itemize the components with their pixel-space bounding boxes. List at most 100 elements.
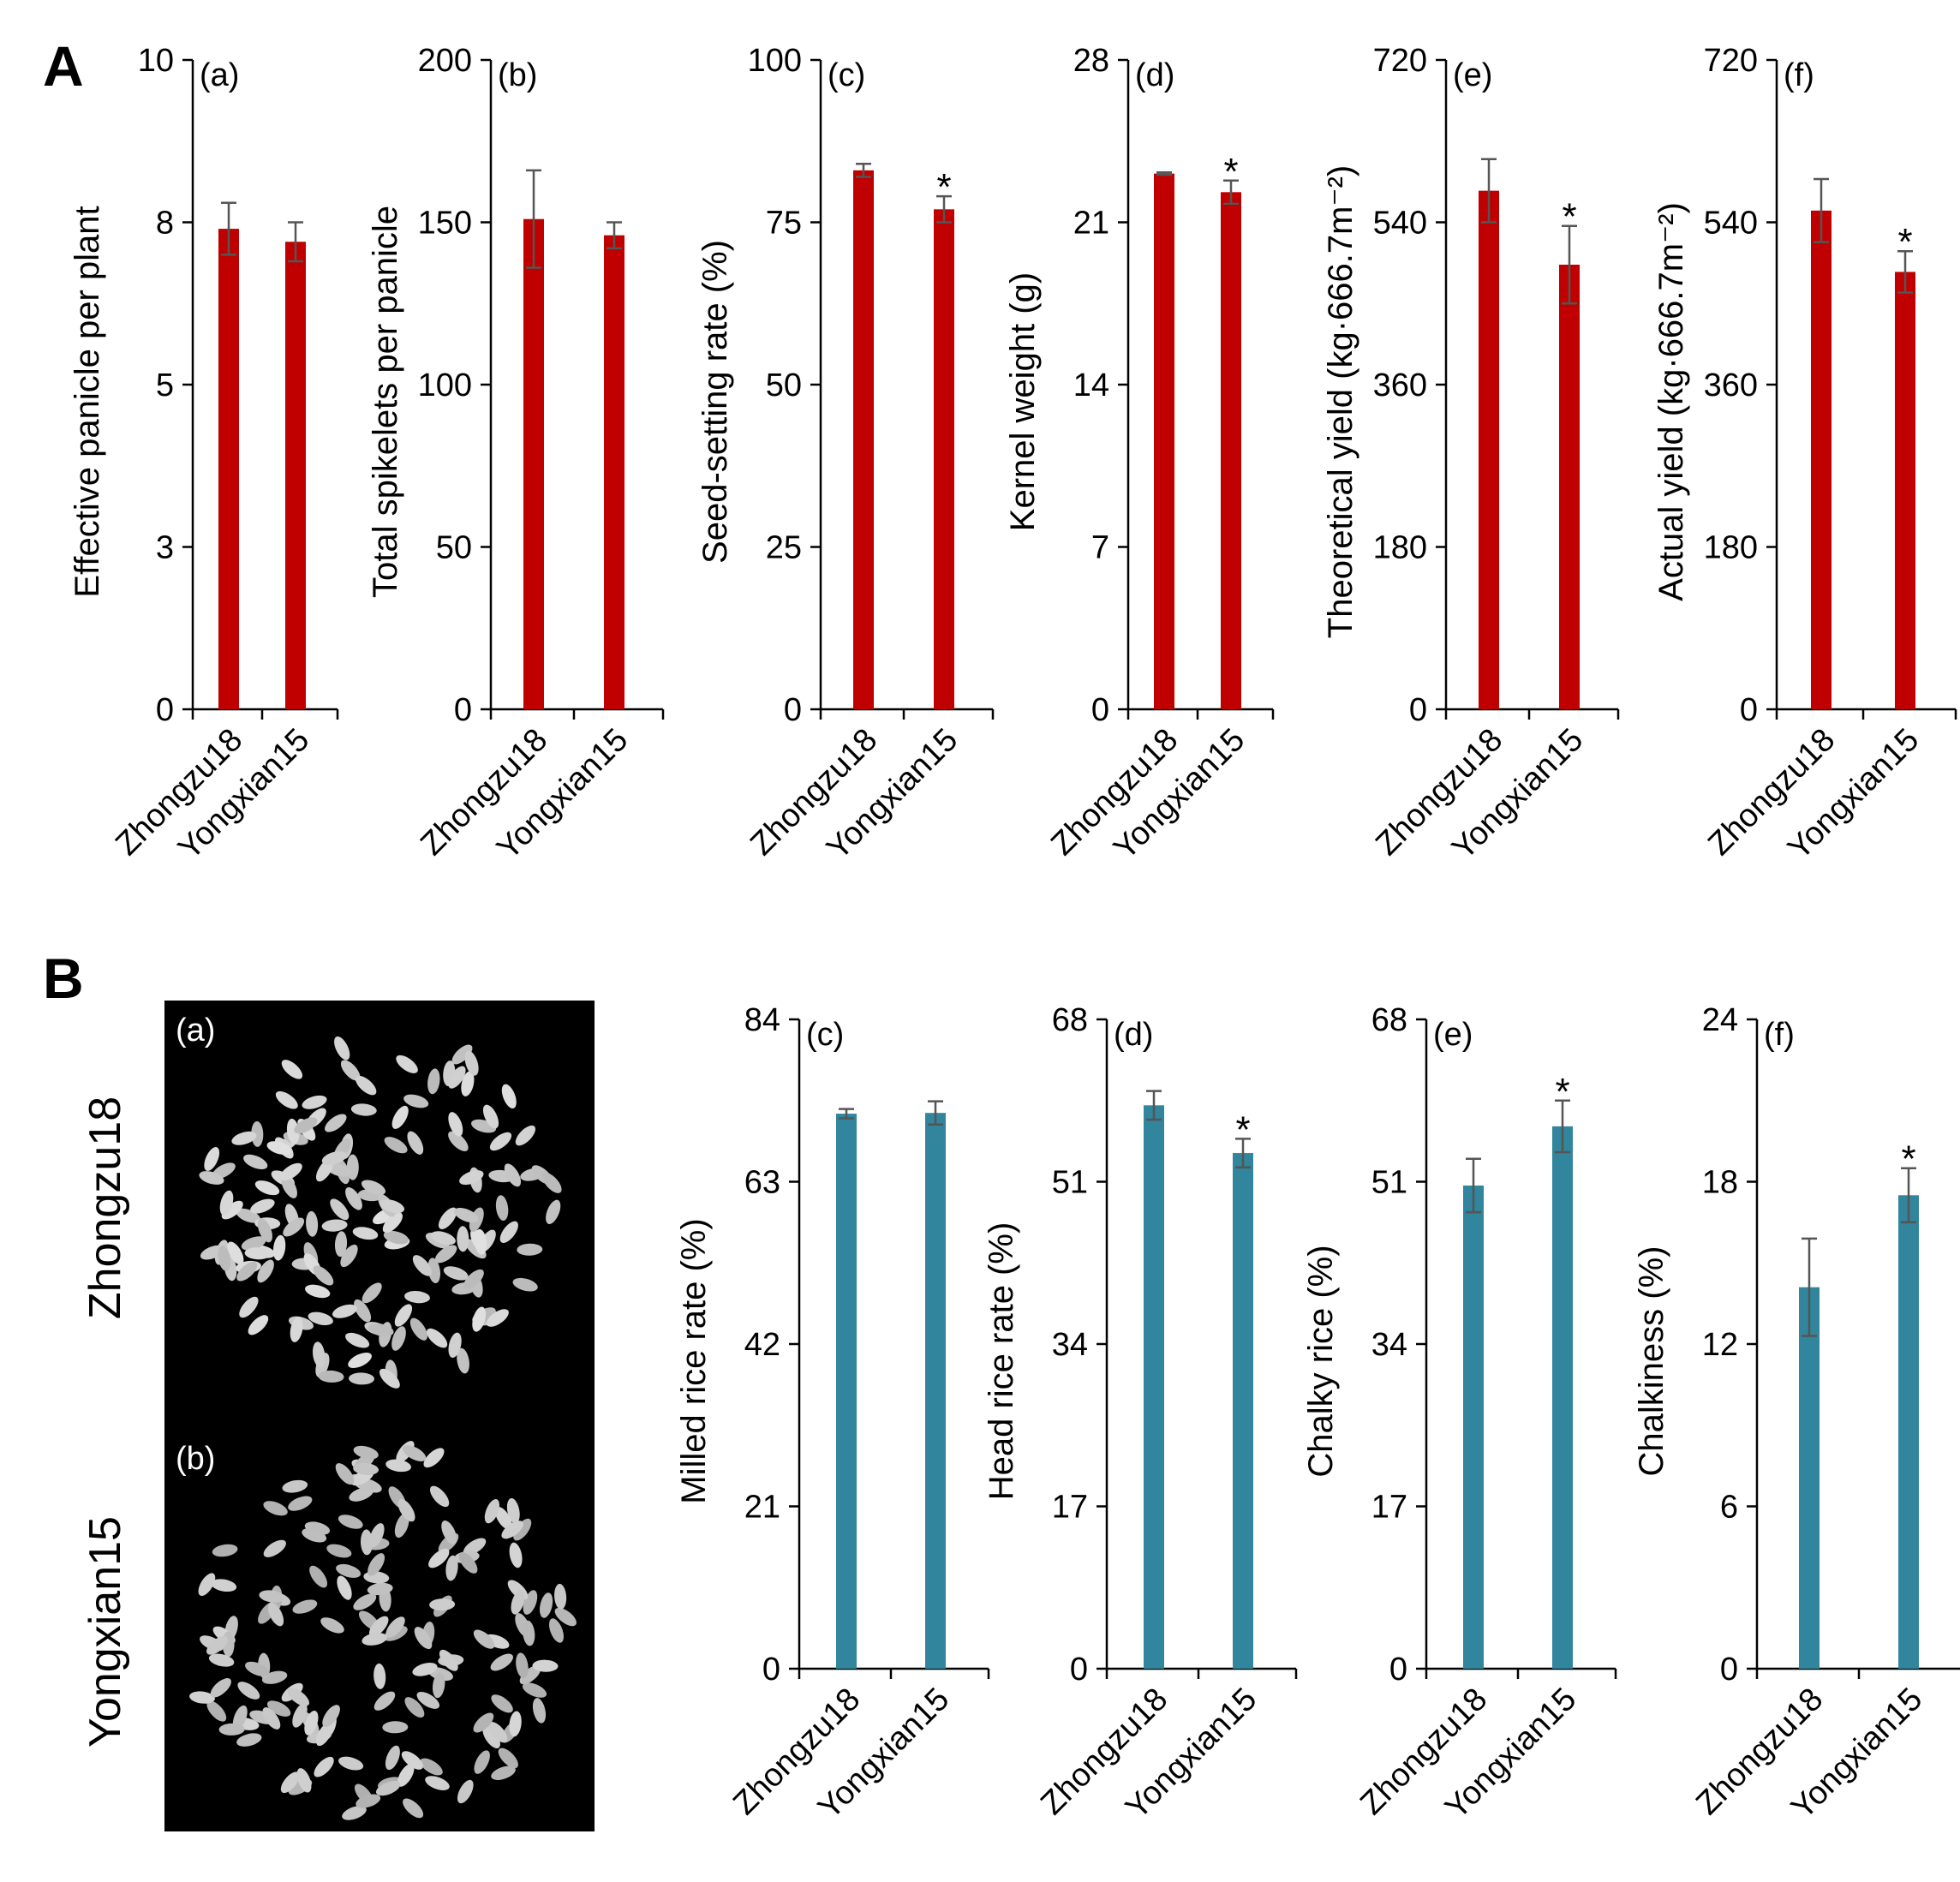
grain-cluster-zhongzu18 <box>199 1036 562 1389</box>
rice-grain <box>473 1629 495 1649</box>
rice-grain <box>427 1258 440 1284</box>
rice-grain <box>464 1050 479 1076</box>
rice-grain <box>504 1163 522 1187</box>
rice-grain <box>237 1682 260 1700</box>
rice-grain <box>439 1649 458 1671</box>
rice-grain <box>430 1231 456 1246</box>
rice-grain <box>340 1244 358 1268</box>
rice-grain <box>313 1341 326 1368</box>
rice-grain <box>280 1771 300 1794</box>
rice-grain <box>412 1255 432 1276</box>
rice-grain <box>248 1315 269 1335</box>
rice-grain <box>448 1066 466 1089</box>
rice-grain <box>409 1317 428 1341</box>
grain-cluster-yongxian15 <box>189 1441 577 1820</box>
y-tick-label: 14 <box>1073 367 1109 403</box>
rice-grain <box>251 1120 264 1147</box>
rice-grain <box>448 1332 462 1358</box>
y-tick-label: 68 <box>1371 1002 1407 1038</box>
bar-zhongzu18 <box>523 218 544 709</box>
rice-grain <box>454 1208 479 1223</box>
rice-grain <box>308 1311 333 1326</box>
y-axis-title: Actual yield (kg·666.7m⁻²) <box>1652 202 1690 601</box>
rice-grain <box>457 1226 469 1252</box>
rice-grain <box>283 1217 305 1237</box>
rice-grain <box>236 1261 258 1282</box>
y-tick-label: 42 <box>744 1327 780 1363</box>
rice-grain <box>254 1180 280 1196</box>
rice-grain <box>391 1105 409 1129</box>
rice-grain <box>474 1750 490 1774</box>
rice-grain <box>206 1635 228 1655</box>
bar-zhongzu18 <box>1799 1287 1820 1669</box>
chart-a-4: 0 180 360 540 720 (e) Theoretical yield (kg·66… <box>1322 43 1620 867</box>
rice-grain <box>360 1529 373 1556</box>
rice-grain <box>403 1094 429 1108</box>
rice-grain <box>362 1282 382 1304</box>
rice-grain <box>263 1501 288 1516</box>
rice-grain <box>509 1711 522 1737</box>
rice-grain <box>463 1538 487 1556</box>
rice-grain <box>287 1688 310 1706</box>
y-tick-label: 7 <box>1091 530 1109 566</box>
rice-grain <box>506 1498 520 1524</box>
rice-grain <box>282 1479 308 1493</box>
rice-grain <box>403 1798 424 1819</box>
bar-zhongzu18 <box>1463 1185 1484 1669</box>
significance-star: * <box>1901 1138 1915 1180</box>
rice-grain <box>325 1114 347 1132</box>
rice-grain <box>342 1806 367 1820</box>
rice-grain <box>275 1090 298 1109</box>
rice-grain <box>326 1544 352 1558</box>
rice-grain <box>429 1485 450 1508</box>
y-axis-title: Milled rice rate (%) <box>675 1218 713 1503</box>
y-tick-label: 17 <box>1371 1490 1407 1526</box>
rice-grain <box>519 1665 541 1685</box>
y-axis-title: Total spikelets per panicle <box>367 206 404 598</box>
rice-grain <box>517 1243 543 1256</box>
rice-grain <box>204 1147 220 1171</box>
rice-grain <box>286 1118 300 1144</box>
rice-grain <box>290 1317 303 1342</box>
rice-grain <box>407 1131 424 1155</box>
rice-grain <box>259 1590 285 1603</box>
rice-grain <box>457 1779 474 1804</box>
bar-yongxian15 <box>1559 264 1580 709</box>
significance-star: * <box>936 166 951 208</box>
y-tick-label: 21 <box>744 1490 780 1526</box>
rice-grain <box>443 1266 469 1281</box>
rice-grain <box>397 1498 415 1522</box>
y-tick-label: 540 <box>1704 206 1758 242</box>
chart-a-1: 0 50 100 150 200 (b) Total spikelets per panic… <box>367 43 665 867</box>
rice-grain <box>499 1221 518 1243</box>
rice-grain <box>236 1733 262 1747</box>
y-tick-label: 75 <box>766 206 802 242</box>
rice-grain <box>332 1304 357 1318</box>
rice-grain <box>495 1195 509 1221</box>
rice-grain <box>212 1544 238 1557</box>
y-axis-title: Head rice rate (%) <box>983 1222 1020 1501</box>
rice-grain <box>425 1776 450 1790</box>
rice-grain <box>369 1523 385 1548</box>
rice-grain <box>489 1132 512 1151</box>
rice-grain <box>354 1299 372 1323</box>
y-tick-label: 12 <box>1702 1327 1738 1363</box>
y-axis-title: Effective panicle per plant <box>69 206 106 597</box>
y-tick-label: 0 <box>1740 692 1758 728</box>
photo-panel: (a) (b) Zhongzu18 Yongxian15 <box>81 1001 595 1831</box>
rice-grain <box>391 1326 406 1351</box>
rice-grain <box>326 1163 352 1177</box>
rice-grain <box>211 1579 237 1592</box>
rice-grain <box>379 1368 400 1389</box>
bar-yongxian15 <box>1221 192 1241 710</box>
rice-grain <box>396 1055 418 1073</box>
rice-grain <box>292 1599 318 1614</box>
rice-grain <box>515 1125 536 1146</box>
significance-star: * <box>1223 151 1238 193</box>
rice-grain <box>296 1768 312 1793</box>
rice-grain <box>239 1296 259 1318</box>
y-tick-label: 84 <box>744 1002 780 1038</box>
bar-yongxian15 <box>1898 1195 1919 1669</box>
rice-grain <box>266 1700 291 1717</box>
